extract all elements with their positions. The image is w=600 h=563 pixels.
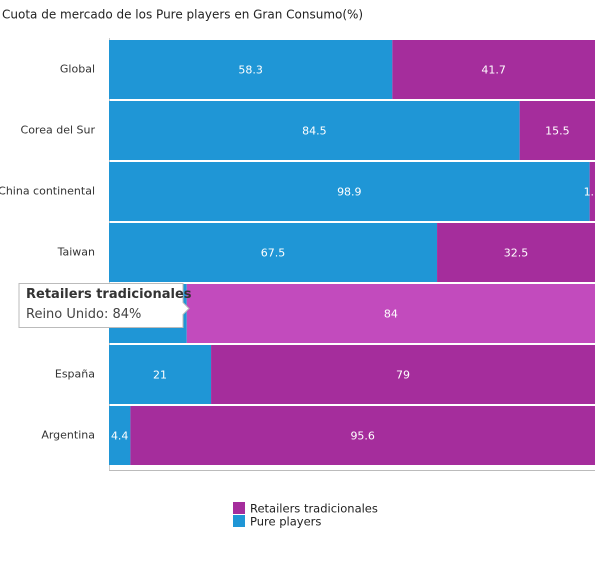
category-label: China continental	[0, 185, 95, 198]
category-label: Corea del Sur	[21, 124, 96, 137]
bar-segment	[211, 345, 595, 404]
bar-segment	[186, 284, 595, 343]
bar-segment	[437, 223, 595, 282]
legend-swatch	[233, 515, 245, 527]
data-label: 84.5	[302, 125, 327, 138]
bar-segment	[109, 162, 590, 221]
tooltip-text: Reino Unido: 84%	[26, 307, 141, 322]
data-label: 79	[396, 369, 410, 382]
legend-label: Retailers tradicionales	[250, 502, 378, 516]
bar-segment	[109, 406, 131, 465]
tooltip-box	[18, 283, 190, 328]
legend-swatch	[233, 502, 245, 514]
data-label: 21	[153, 369, 167, 382]
category-label: Argentina	[41, 429, 95, 442]
bar-segment	[519, 101, 595, 160]
data-label: 1.1	[584, 186, 600, 199]
bar-segment	[130, 406, 595, 465]
bar-segment	[109, 345, 212, 404]
bar-segment	[109, 40, 393, 99]
legend-label: Pure players	[250, 515, 321, 529]
bar-segment	[109, 101, 520, 160]
bars: Global 58.3 41.7 Corea del Sur 84.5 15.5 China…	[0, 40, 600, 465]
data-label: 15.5	[545, 125, 570, 138]
data-label: 41.7	[481, 64, 506, 77]
data-label: 4.4	[111, 430, 129, 443]
category-label: España	[55, 368, 95, 381]
data-label: 58.3	[238, 64, 263, 77]
category-label: Taiwan	[57, 246, 95, 259]
tooltip-title: Retailers tradicionales	[26, 287, 192, 302]
data-label: 32.5	[504, 247, 529, 260]
tooltip: Retailers tradicionales Reino Unido: 84%	[18, 283, 192, 328]
data-label: 95.6	[350, 430, 375, 443]
data-label: 84	[384, 308, 398, 321]
chart-title: Cuota de mercado de los Pure players en …	[2, 8, 363, 22]
category-label: Global	[60, 63, 95, 76]
bar-segment	[109, 223, 438, 282]
data-label: 98.9	[337, 186, 362, 199]
bar-segment	[392, 40, 595, 99]
data-label: 67.5	[261, 247, 286, 260]
bar-segment	[589, 162, 595, 221]
